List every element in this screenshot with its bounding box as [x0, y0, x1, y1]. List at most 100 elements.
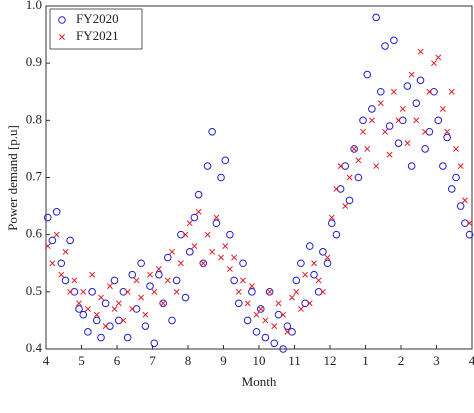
point: [209, 248, 216, 255]
point: [412, 99, 421, 107]
point: [284, 328, 291, 335]
x-tick-label: 5: [78, 353, 85, 368]
point: [70, 288, 79, 296]
point: [248, 283, 255, 290]
point: [413, 117, 420, 124]
point: [466, 220, 473, 227]
point: [315, 277, 322, 284]
point: [465, 230, 474, 239]
x-tick-label: 12: [324, 353, 337, 368]
point: [155, 266, 162, 272]
point: [457, 163, 464, 170]
point: [293, 288, 300, 295]
point: [297, 259, 305, 268]
point: [336, 185, 345, 193]
point: [431, 60, 437, 67]
point: [360, 128, 366, 135]
point: [399, 105, 406, 112]
point: [385, 122, 394, 130]
point: [354, 173, 363, 182]
point: [266, 288, 273, 295]
point: [243, 316, 252, 325]
point: [253, 311, 260, 318]
point: [364, 145, 371, 152]
point: [341, 162, 350, 170]
point: [151, 288, 158, 295]
point: [84, 328, 92, 336]
point: [98, 294, 104, 301]
x-tick-label: 11: [288, 353, 301, 368]
point: [226, 230, 234, 239]
point: [142, 311, 149, 318]
legend-label: FY2020: [76, 11, 119, 26]
point: [430, 87, 438, 96]
point: [43, 213, 52, 222]
x-tick-label: 6: [114, 353, 121, 368]
point: [351, 145, 358, 152]
point: [212, 219, 221, 228]
point: [319, 248, 327, 256]
point: [426, 88, 433, 95]
plot-frame: [45, 5, 473, 350]
point: [218, 254, 224, 261]
point: [288, 328, 296, 336]
point: [80, 288, 87, 295]
point: [292, 276, 301, 285]
point: [44, 243, 51, 250]
y-tick-label: 0.8: [26, 111, 42, 126]
x-tick-label: 3: [433, 353, 440, 368]
point: [404, 140, 411, 147]
point: [235, 288, 242, 295]
point: [256, 305, 265, 313]
point: [416, 76, 425, 85]
point: [332, 230, 341, 239]
point: [279, 345, 287, 353]
point: [311, 260, 317, 267]
point: [102, 323, 109, 330]
point: [314, 288, 323, 296]
point: [395, 117, 402, 124]
point: [147, 271, 153, 278]
point: [342, 203, 349, 210]
point: [93, 311, 100, 318]
point: [447, 185, 456, 193]
point: [417, 48, 424, 55]
point: [333, 185, 340, 192]
point: [283, 322, 292, 330]
point: [355, 157, 362, 164]
point: [328, 214, 335, 221]
point: [377, 100, 384, 107]
point: [439, 105, 446, 112]
point: [133, 277, 140, 284]
point: [265, 288, 274, 296]
point: [262, 317, 269, 324]
point: [345, 196, 354, 205]
point: [403, 82, 412, 90]
point: [421, 145, 429, 153]
x-tick-label: 2: [398, 353, 405, 368]
point: [177, 260, 184, 267]
point: [71, 277, 78, 284]
y-tick-label: 0.4: [26, 340, 43, 355]
point: [306, 300, 313, 307]
point: [319, 288, 326, 295]
point: [200, 260, 207, 267]
point: [394, 139, 403, 147]
legend: [49, 8, 143, 50]
point: [382, 128, 388, 135]
point: [199, 259, 208, 268]
point: [368, 105, 376, 113]
point: [163, 253, 172, 262]
point: [146, 282, 154, 290]
point: [67, 288, 74, 295]
point: [310, 270, 318, 279]
point: [114, 316, 123, 325]
point: [186, 220, 193, 227]
point: [182, 231, 189, 238]
point: [150, 339, 159, 348]
point: [119, 288, 128, 296]
x-tick-label: 4: [43, 353, 50, 368]
point: [305, 242, 314, 250]
point: [386, 151, 393, 158]
point: [185, 248, 194, 256]
